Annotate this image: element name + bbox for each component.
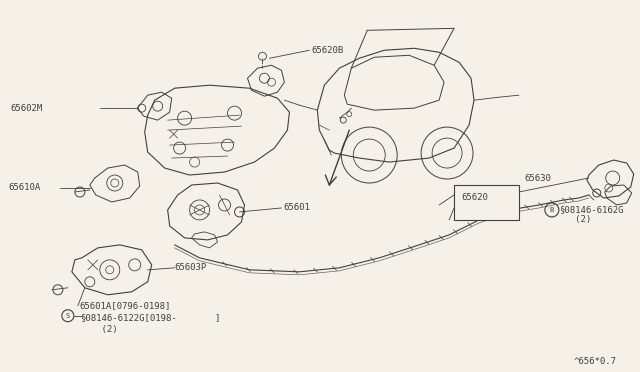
Text: 65620B: 65620B	[312, 46, 344, 55]
Text: §08146-6122G[0198-: §08146-6122G[0198-	[80, 313, 177, 322]
Text: (2): (2)	[559, 215, 591, 224]
Text: 65601: 65601	[284, 203, 310, 212]
Text: §08146-6162G: §08146-6162G	[559, 205, 623, 214]
Text: 65630: 65630	[524, 173, 551, 183]
Text: 65610A: 65610A	[8, 183, 40, 192]
Text: (2): (2)	[80, 325, 118, 334]
Text: 65620: 65620	[461, 193, 488, 202]
Text: S: S	[66, 313, 70, 319]
Text: 65601A[0796-0198]: 65601A[0796-0198]	[80, 301, 172, 310]
Text: 65602M: 65602M	[10, 104, 42, 113]
Text: B: B	[550, 207, 554, 213]
Text: ]: ]	[214, 313, 220, 322]
Text: 65603P: 65603P	[175, 263, 207, 272]
FancyBboxPatch shape	[454, 185, 519, 220]
Text: ^656*0.7: ^656*0.7	[574, 357, 617, 366]
